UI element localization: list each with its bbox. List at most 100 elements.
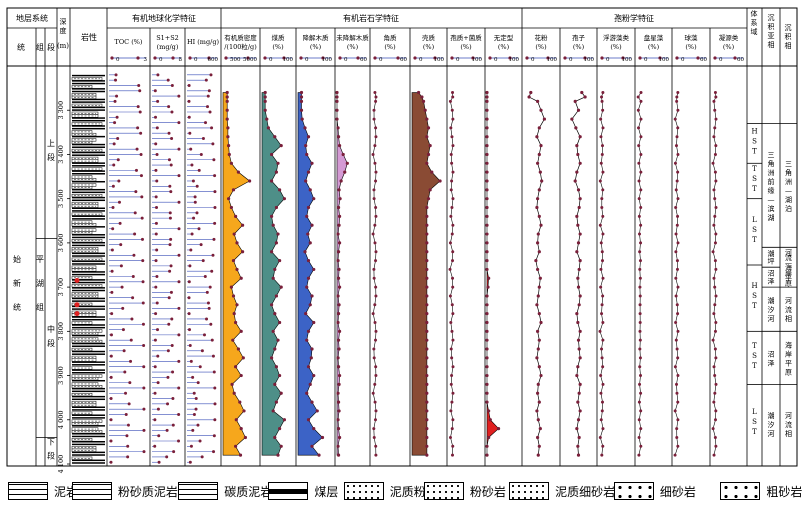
data-point-hi [206,94,210,98]
col-max-amorphous: 100 [509,57,520,63]
subfacies-label: 缘 [768,186,775,195]
data-point-s1s2 [177,359,181,363]
data-point-spore_algae [448,267,452,271]
data-point-organic_density [234,214,238,218]
data-point-cutin [372,435,376,439]
coal-layer [72,252,105,255]
data-point-cutin [372,356,376,360]
subfacies-label: 潮 [768,249,775,258]
data-point-toc [142,343,146,347]
data-point-cutin [373,418,377,422]
data-point-toc [117,179,121,183]
data-point-floating_algae [601,170,605,174]
data-point-dinoflag [637,179,641,183]
col-scale-dot [675,56,679,60]
data-point-amorphous [485,400,489,404]
data-point-hi [210,338,214,342]
data-point-degraded_wood [305,391,309,395]
lithology-layer [71,329,103,333]
col-scale-dot [136,56,140,60]
data-point-coal_macerals [276,232,280,236]
data-point-zygnem [714,179,718,183]
data-point-sphere_algae [676,285,680,289]
coal-layer [72,379,105,382]
data-point-s1s2 [168,269,172,273]
data-point-s1s2 [170,110,174,114]
strat-system-header: 地层系统 [16,13,48,23]
lithology-layer [71,284,103,288]
data-point-floating_algae [600,356,604,360]
data-point-s1s2 [166,78,170,82]
data-point-hi [195,211,199,215]
data-point-organic_density [225,117,229,121]
subfacies-label: 角 [768,159,775,168]
col-max-zygnem: 60 [737,57,744,63]
lithology-header: 岩性 [81,32,97,42]
coal-layer [72,324,105,326]
data-point-dinoflag [639,374,643,378]
col-scale-dot [488,56,492,60]
data-point-spore_algae [448,435,452,439]
data-point-dinoflag [639,391,643,395]
data-point-cutin [373,161,377,165]
data-point-amorphous [485,223,489,227]
data-point-sphere_algae [675,223,679,227]
facies-label: 流 [785,420,792,429]
data-point-coal_macerals [263,99,267,103]
data-point-hi [194,397,198,401]
data-point-dinoflag [637,214,641,218]
data-point-degraded_wood [310,347,314,351]
data-point-shell [425,258,429,263]
data-point-s1s2 [155,301,159,305]
data-point-spore_algae [449,214,453,218]
data-point-toc [110,312,114,316]
data-point-toc [131,296,135,300]
data-point-dinoflag [639,206,643,210]
data-point-toc [109,439,113,443]
data-point-toc [136,105,140,109]
lithology-column [71,74,105,464]
col-label-s1s2: S1+S2 [156,34,179,42]
data-point-pollen [539,320,543,325]
data-point-s1s2 [168,211,172,215]
col-min-floating_algae: 0 [606,57,610,63]
data-point-spores [575,250,579,254]
coal-layer [72,271,105,273]
col-min-organic_density: 500 [230,57,241,63]
data-point-s1s2 [168,243,172,247]
legend-swatch-silt [423,482,464,500]
data-point-floating_algae [601,188,605,192]
data-point-hi [196,381,200,385]
data-point-pollen [538,170,542,174]
facies-label: 岸 [785,350,792,358]
legend-label: 细砂岩 [659,484,696,499]
data-point-spores [576,188,581,192]
data-point-spore_algae [451,276,455,280]
col-min-sphere_algae: 0 [681,57,685,63]
data-point-degraded_wood [305,214,309,218]
data-point-cutin [374,329,378,333]
data-point-zygnem [711,250,715,254]
data-point-s1s2 [167,322,171,326]
data-point-s1s2 [168,184,172,188]
data-point-zygnem [713,170,717,174]
data-point-organic_density [231,294,236,298]
legend-swatch-carb-mud [178,482,219,500]
data-point-sphere_algae [676,197,680,201]
data-point-dinoflag [638,285,642,289]
data-point-s1s2 [154,195,158,199]
data-point-coal_macerals [273,267,277,272]
coal-layer [72,308,105,310]
col-label-coal_macerals: 煤质 [272,33,286,42]
data-point-toc [113,99,117,103]
col-label-shell: 壳质 [422,33,436,42]
col-label-undegraded_wood: 未降解木质 [336,33,369,42]
data-point-floating_algae [601,276,605,280]
data-point-s1s2 [155,328,159,332]
data-point-spores [577,303,581,307]
coal-layer [72,127,105,130]
col-scale-dot [638,56,642,60]
data-point-toc [121,328,125,332]
data-point-spore_algae [450,232,454,236]
formation-name: 湖 [36,279,44,288]
